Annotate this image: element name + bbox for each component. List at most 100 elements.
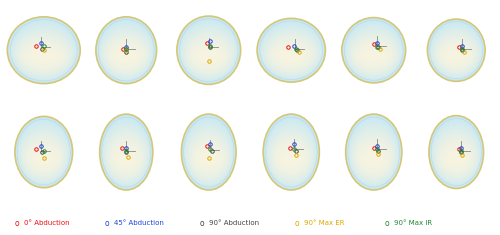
Ellipse shape <box>437 137 476 176</box>
Ellipse shape <box>260 23 323 80</box>
Ellipse shape <box>178 19 240 83</box>
Ellipse shape <box>113 146 140 170</box>
Ellipse shape <box>14 29 74 77</box>
Ellipse shape <box>182 118 235 188</box>
Ellipse shape <box>446 50 466 61</box>
Ellipse shape <box>100 27 152 78</box>
Ellipse shape <box>435 132 478 180</box>
Ellipse shape <box>184 31 234 76</box>
Ellipse shape <box>194 47 223 65</box>
Ellipse shape <box>102 121 150 186</box>
Ellipse shape <box>260 24 323 79</box>
Ellipse shape <box>12 26 76 79</box>
Ellipse shape <box>186 35 232 74</box>
Ellipse shape <box>184 123 233 185</box>
Ellipse shape <box>440 42 473 68</box>
Ellipse shape <box>342 18 406 82</box>
Ellipse shape <box>355 137 393 177</box>
Ellipse shape <box>98 22 154 81</box>
Text: 45° Abduction: 45° Abduction <box>114 220 164 226</box>
Ellipse shape <box>102 122 150 186</box>
Ellipse shape <box>343 20 404 82</box>
Ellipse shape <box>22 42 65 69</box>
Ellipse shape <box>98 22 154 81</box>
Ellipse shape <box>266 123 316 185</box>
Ellipse shape <box>180 22 238 82</box>
Ellipse shape <box>184 121 234 186</box>
Ellipse shape <box>102 120 151 187</box>
Ellipse shape <box>177 16 240 84</box>
Ellipse shape <box>97 20 156 82</box>
Ellipse shape <box>432 125 480 184</box>
Ellipse shape <box>183 119 234 187</box>
Ellipse shape <box>24 43 64 68</box>
Ellipse shape <box>20 129 68 181</box>
Ellipse shape <box>432 123 481 185</box>
Ellipse shape <box>257 18 326 82</box>
Ellipse shape <box>276 47 306 64</box>
Text: o: o <box>105 219 110 228</box>
Ellipse shape <box>192 141 226 175</box>
Ellipse shape <box>18 35 70 74</box>
Text: 90° Abduction: 90° Abduction <box>209 220 259 226</box>
Ellipse shape <box>352 36 396 72</box>
Ellipse shape <box>34 152 54 165</box>
Ellipse shape <box>109 139 144 176</box>
Ellipse shape <box>274 141 308 175</box>
Ellipse shape <box>261 26 322 78</box>
Ellipse shape <box>262 27 321 78</box>
Ellipse shape <box>267 124 316 185</box>
Ellipse shape <box>12 25 76 79</box>
Ellipse shape <box>97 19 156 82</box>
Ellipse shape <box>258 19 325 82</box>
Ellipse shape <box>10 23 77 80</box>
Text: 90° Max ER: 90° Max ER <box>304 220 344 226</box>
Ellipse shape <box>430 121 482 186</box>
Ellipse shape <box>22 134 65 178</box>
Ellipse shape <box>16 119 72 187</box>
Ellipse shape <box>105 130 148 182</box>
Ellipse shape <box>188 133 229 179</box>
Text: 0° Abduction: 0° Abduction <box>24 220 70 226</box>
Ellipse shape <box>266 120 317 187</box>
Ellipse shape <box>8 18 80 83</box>
Ellipse shape <box>262 29 320 77</box>
Ellipse shape <box>15 31 72 76</box>
Ellipse shape <box>267 125 316 184</box>
Ellipse shape <box>199 152 218 166</box>
Ellipse shape <box>186 128 232 183</box>
Ellipse shape <box>100 28 152 78</box>
Ellipse shape <box>346 26 402 78</box>
Ellipse shape <box>436 37 476 71</box>
Ellipse shape <box>434 129 479 182</box>
Ellipse shape <box>430 120 482 186</box>
Ellipse shape <box>268 37 315 72</box>
Ellipse shape <box>16 32 72 76</box>
Ellipse shape <box>277 146 306 170</box>
Ellipse shape <box>271 135 312 179</box>
Ellipse shape <box>442 45 470 65</box>
Ellipse shape <box>101 29 152 77</box>
Ellipse shape <box>433 126 480 183</box>
Ellipse shape <box>100 116 152 189</box>
Ellipse shape <box>274 45 308 66</box>
Ellipse shape <box>440 44 472 67</box>
Ellipse shape <box>104 126 148 184</box>
Ellipse shape <box>23 136 64 177</box>
Ellipse shape <box>194 144 224 172</box>
Ellipse shape <box>259 22 324 80</box>
Ellipse shape <box>350 124 398 185</box>
Ellipse shape <box>16 121 71 186</box>
Ellipse shape <box>270 132 312 180</box>
Ellipse shape <box>28 47 60 64</box>
Text: o: o <box>200 219 204 228</box>
Ellipse shape <box>431 122 482 185</box>
Ellipse shape <box>183 118 234 188</box>
Ellipse shape <box>31 149 56 167</box>
Ellipse shape <box>185 33 232 75</box>
Ellipse shape <box>275 142 308 173</box>
Ellipse shape <box>360 47 388 64</box>
Ellipse shape <box>99 24 154 80</box>
Ellipse shape <box>352 132 395 180</box>
Ellipse shape <box>434 129 478 181</box>
